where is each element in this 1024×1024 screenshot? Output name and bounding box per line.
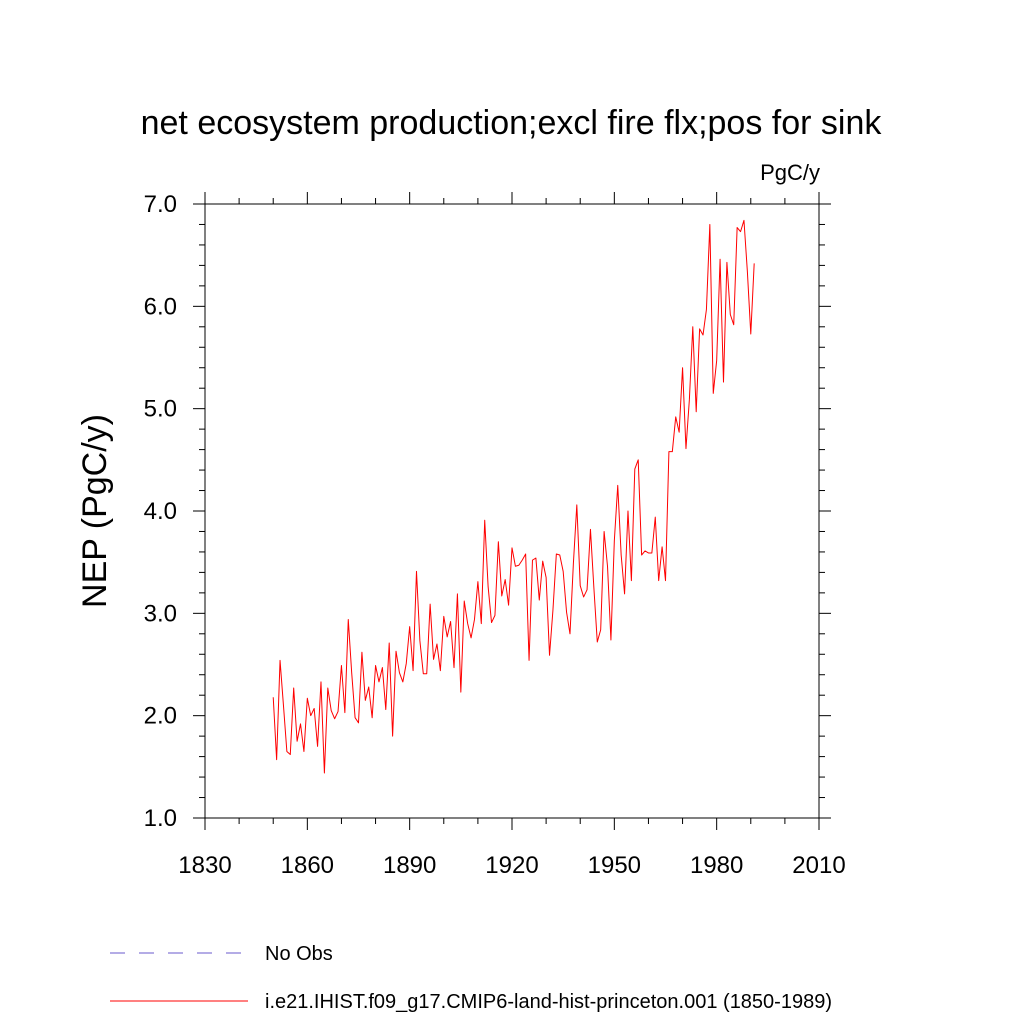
chart-title: net ecosystem production;excl fire flx;p… — [141, 104, 883, 142]
legend: No Obs i.e21.IHIST.f09_g17.CMIP6-land-hi… — [110, 943, 832, 1013]
y-tick-label: 6.0 — [144, 293, 177, 320]
units-label: PgC/y — [760, 160, 820, 185]
x-tick-label: 1890 — [383, 852, 436, 879]
y-axis-label: NEP (PgC/y) — [76, 414, 114, 608]
tick-labels: 1830 1860 1890 1920 1950 1980 2010 1.0 2.0 3.0 4.0… — [144, 191, 846, 879]
plot-frame — [204, 203, 820, 819]
x-tick-label: 1830 — [178, 852, 231, 879]
y-tick-label: 4.0 — [144, 498, 177, 525]
y-tick-label: 2.0 — [144, 703, 177, 730]
y-tick-label: 3.0 — [144, 600, 177, 627]
x-tick-label: 1980 — [690, 852, 743, 879]
series-group — [272, 219, 755, 774]
y-tick-label: 7.0 — [144, 191, 177, 218]
y-tick-label: 5.0 — [144, 396, 177, 423]
axis-ticks — [193, 192, 831, 830]
legend-no-obs-label: No Obs — [265, 943, 333, 965]
legend-model-label: i.e21.IHIST.f09_g17.CMIP6-land-hist-prin… — [265, 991, 832, 1013]
x-tick-label: 2010 — [792, 852, 845, 879]
x-tick-label: 1950 — [588, 852, 641, 879]
x-tick-label: 1920 — [485, 852, 538, 879]
x-tick-label: 1860 — [281, 852, 334, 879]
series-line-nep — [272, 219, 755, 774]
y-tick-label: 1.0 — [144, 805, 177, 832]
